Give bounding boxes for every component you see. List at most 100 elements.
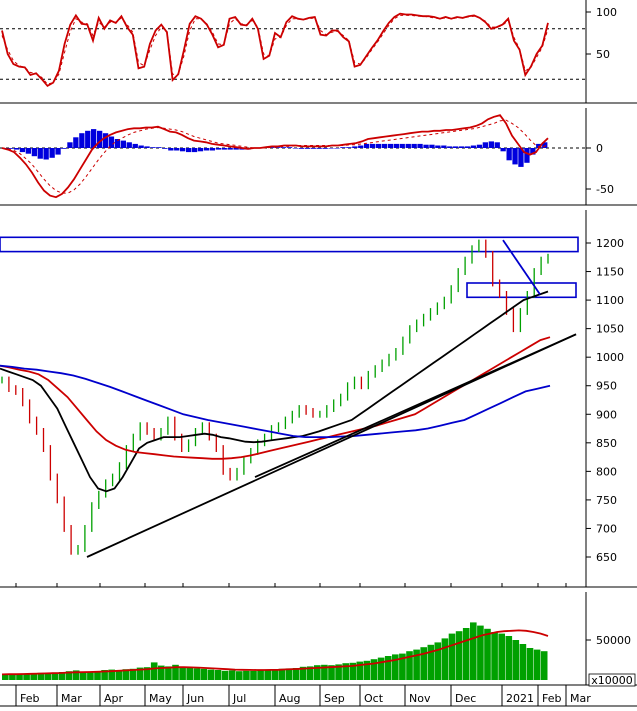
volume-bar — [399, 653, 406, 680]
macd-histogram-bar — [399, 143, 405, 148]
x-axis-month-label: Oct — [364, 692, 384, 705]
macd-histogram-bar — [328, 148, 334, 149]
price-axis-tick-label: 1050 — [596, 323, 624, 336]
price-axis-tick-label: 750 — [596, 494, 617, 507]
stochastic-line-2 — [1, 14, 549, 85]
macd-histogram-bar — [114, 139, 121, 148]
volume-bar — [16, 674, 23, 680]
macd-histogram-bar — [393, 143, 399, 148]
volume-bar — [271, 669, 279, 680]
volume-bar — [115, 670, 123, 680]
macd-histogram-bar — [298, 148, 304, 149]
volume-bar — [228, 670, 236, 680]
macd-histogram-bar — [346, 147, 352, 148]
macd-histogram-bar — [67, 142, 73, 148]
volume-bar — [335, 664, 342, 680]
macd-histogram-bar — [55, 148, 61, 155]
volume-bar — [193, 668, 201, 680]
macd-histogram-bar — [334, 148, 340, 149]
volume-bar — [455, 631, 463, 680]
macd-histogram-bar — [19, 148, 26, 153]
macd-histogram-bar — [435, 145, 441, 148]
macd-histogram-bar — [203, 148, 210, 151]
macd-histogram-bar — [536, 143, 542, 148]
macd-histogram-bar — [530, 148, 536, 155]
x-axis-month-label: Apr — [104, 692, 124, 705]
macd-histogram-bar — [482, 142, 488, 148]
stochastic-axis-tick-label: 50 — [596, 48, 610, 61]
volume-bar — [512, 640, 520, 680]
macd-histogram-bar — [506, 148, 512, 161]
price-axis-tick-label: 1000 — [596, 351, 624, 364]
price-axis-tick-label: 700 — [596, 522, 617, 535]
macd-histogram-bar — [215, 148, 221, 150]
volume-bar — [214, 670, 222, 680]
volume-bar — [257, 670, 264, 680]
price-axis-tick-label: 650 — [596, 551, 617, 564]
volume-bar — [172, 664, 179, 680]
volume-bar — [392, 654, 399, 680]
volume-bar — [314, 665, 321, 680]
macd-histogram-bar — [358, 145, 364, 148]
volume-bar — [363, 660, 371, 680]
macd-histogram-bar — [61, 148, 67, 149]
macd-histogram-bar — [221, 148, 227, 150]
volume-bar — [321, 664, 328, 680]
volume-bar — [80, 672, 87, 680]
macd-histogram-bar — [233, 148, 239, 150]
macd-histogram-bar — [352, 146, 358, 148]
volume-bar — [58, 672, 66, 680]
price-axis-tick-label: 1200 — [596, 237, 624, 250]
x-axis-month-label: Nov — [409, 692, 431, 705]
volume-bar — [448, 633, 456, 680]
macd-histogram-bar — [85, 130, 91, 148]
volume-bar — [94, 671, 101, 680]
macd-histogram-bar — [470, 145, 477, 148]
volume-bar — [526, 648, 534, 680]
volume-bar — [491, 632, 498, 680]
macd-histogram-bar — [25, 148, 31, 154]
macd-histogram-bar — [43, 148, 49, 160]
volume-bar — [278, 668, 286, 680]
volume-bar — [477, 625, 484, 680]
macd-histogram-bar — [108, 136, 115, 148]
macd-histogram-bar — [180, 148, 186, 152]
macd-histogram-bar — [494, 142, 500, 148]
macd-histogram-bar — [316, 148, 322, 149]
macd-histogram-bar — [447, 146, 453, 148]
macd-histogram-bar — [37, 148, 43, 159]
x-axis-month-label: Feb — [20, 692, 39, 705]
volume-bar — [406, 651, 413, 680]
volume-bar — [505, 636, 513, 680]
x-axis-month-label: May — [149, 692, 172, 705]
volume-bar — [200, 668, 208, 680]
volume-bar — [108, 669, 115, 680]
macd-histogram-bar — [162, 148, 168, 149]
price-axis-tick-label: 1150 — [596, 266, 624, 279]
macd-histogram-bar — [304, 148, 310, 149]
volume-bar — [2, 674, 9, 680]
volume-bar — [122, 669, 130, 680]
macd-axis-tick-label: 0 — [596, 142, 603, 155]
volume-bar — [101, 670, 108, 680]
macd-histogram-bar — [524, 148, 530, 163]
macd-histogram-bar — [441, 145, 447, 148]
x-axis-month-label: Mar — [570, 692, 591, 705]
stochastic-axis-tick-label: 100 — [596, 6, 617, 19]
macd-histogram-bar — [132, 143, 138, 148]
volume-bar — [292, 668, 300, 680]
macd-histogram-bar — [150, 147, 156, 148]
price-ma50-line — [0, 290, 549, 493]
x-axis-month-label: Sep — [324, 692, 345, 705]
price-axis-tick-label: 950 — [596, 380, 617, 393]
macd-histogram-bar — [310, 148, 316, 149]
volume-bar — [349, 662, 357, 680]
volume-axis-tick-label: 50000 — [596, 634, 631, 647]
volume-bar — [243, 670, 250, 680]
price-trendline-2 — [254, 333, 577, 478]
macd-histogram-bar — [405, 143, 411, 148]
volume-bar — [470, 622, 477, 680]
macd-histogram-bar — [126, 142, 132, 148]
volume-bar — [44, 673, 52, 680]
volume-bar — [370, 659, 378, 680]
